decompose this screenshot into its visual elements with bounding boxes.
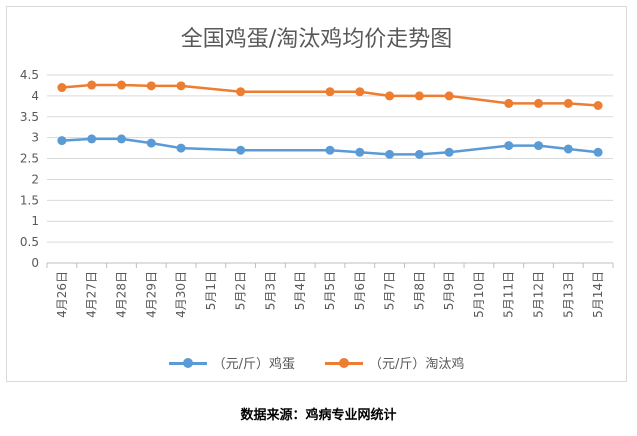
data-point-0: [146, 138, 156, 148]
x-tick-label: 4月28日: [114, 271, 128, 318]
data-point-1: [57, 83, 67, 93]
x-tick-label: 5月3日: [263, 271, 277, 310]
x-tick-label: 5月7日: [383, 271, 397, 310]
x-tick-label: 5月12日: [532, 271, 546, 318]
legend-label-egg: （元/斤）鸡蛋: [212, 357, 295, 372]
data-point-1: [504, 98, 514, 108]
data-point-0: [236, 145, 246, 155]
y-tick-label: 1: [31, 214, 39, 228]
x-tick-label: 5月13日: [561, 271, 575, 318]
data-point-0: [87, 134, 97, 144]
x-tick-label: 4月27日: [85, 271, 99, 318]
legend-swatch-hen: [325, 357, 363, 369]
data-point-0: [414, 149, 424, 159]
data-point-1: [563, 98, 573, 108]
data-point-0: [176, 143, 186, 153]
legend-label-hen: （元/斤）淘汰鸡: [369, 357, 465, 372]
data-point-1: [355, 87, 365, 97]
data-point-0: [504, 141, 514, 151]
data-point-1: [385, 91, 395, 101]
x-tick-label: 4月26日: [55, 271, 69, 318]
y-tick-label: 3: [31, 131, 39, 145]
source-note: 数据来源：鸡病专业网统计: [240, 408, 397, 423]
data-point-0: [593, 147, 603, 157]
x-tick-label: 4月29日: [144, 271, 158, 318]
data-point-0: [534, 141, 544, 151]
data-point-1: [87, 80, 97, 90]
data-point-1: [146, 81, 156, 91]
data-point-0: [355, 147, 365, 157]
x-tick-label: 5月1日: [204, 271, 218, 310]
data-point-0: [325, 145, 335, 155]
data-point-0: [57, 136, 67, 146]
y-tick-label: 4.5: [20, 68, 39, 82]
y-tick-label: 0.5: [20, 235, 39, 249]
x-tick-label: 5月14日: [591, 271, 605, 318]
legend-item-hen: （元/斤）淘汰鸡: [325, 353, 464, 372]
x-tick-label: 5月6日: [353, 271, 367, 310]
x-tick-label: 5月2日: [234, 271, 248, 310]
y-tick-label: 2.5: [20, 152, 39, 166]
x-tick-label: 5月10日: [472, 271, 486, 318]
chart-title: 全国鸡蛋/淘汰鸡均价走势图: [180, 27, 453, 52]
plot-area: 0 0.5 1 1.5 2 2.5 3 3.5 4 4.5 4月26日 4月27日 4月28日 4月29日…: [20, 68, 614, 318]
data-point-1: [593, 100, 603, 110]
data-point-1: [444, 91, 454, 101]
y-tick-label: 3.5: [20, 110, 39, 124]
data-point-0: [385, 149, 395, 159]
y-tick-label: 0: [31, 256, 39, 270]
data-point-0: [563, 144, 573, 154]
data-point-1: [325, 87, 335, 97]
data-point-0: [444, 147, 454, 157]
y-tick-label: 4: [31, 89, 39, 103]
x-tick-label: 5月5日: [323, 271, 337, 310]
x-tick-label: 5月4日: [293, 271, 307, 310]
y-tick-label: 1.5: [20, 193, 39, 207]
y-tick-label: 2: [31, 172, 39, 186]
legend: （元/斤）鸡蛋 （元/斤）淘汰鸡: [7, 353, 626, 372]
legend-swatch-egg: [168, 357, 207, 369]
chart-frame: 全国鸡蛋/淘汰鸡均价走势图 0 0.5 1 1.5 2 2.5 3 3.5 4 4.5 4月26日 4…: [6, 6, 627, 382]
x-tick-label: 5月9日: [442, 271, 456, 310]
data-point-1: [236, 87, 246, 97]
data-point-1: [116, 80, 126, 90]
x-tick-label: 5月11日: [502, 271, 516, 318]
x-tick-label: 5月8日: [412, 271, 426, 310]
legend-item-egg: （元/斤）鸡蛋: [168, 353, 295, 372]
data-point-1: [414, 91, 424, 101]
data-point-1: [176, 81, 186, 91]
x-tick-label: 4月30日: [174, 271, 188, 318]
data-point-0: [116, 134, 126, 144]
data-point-1: [534, 98, 544, 108]
